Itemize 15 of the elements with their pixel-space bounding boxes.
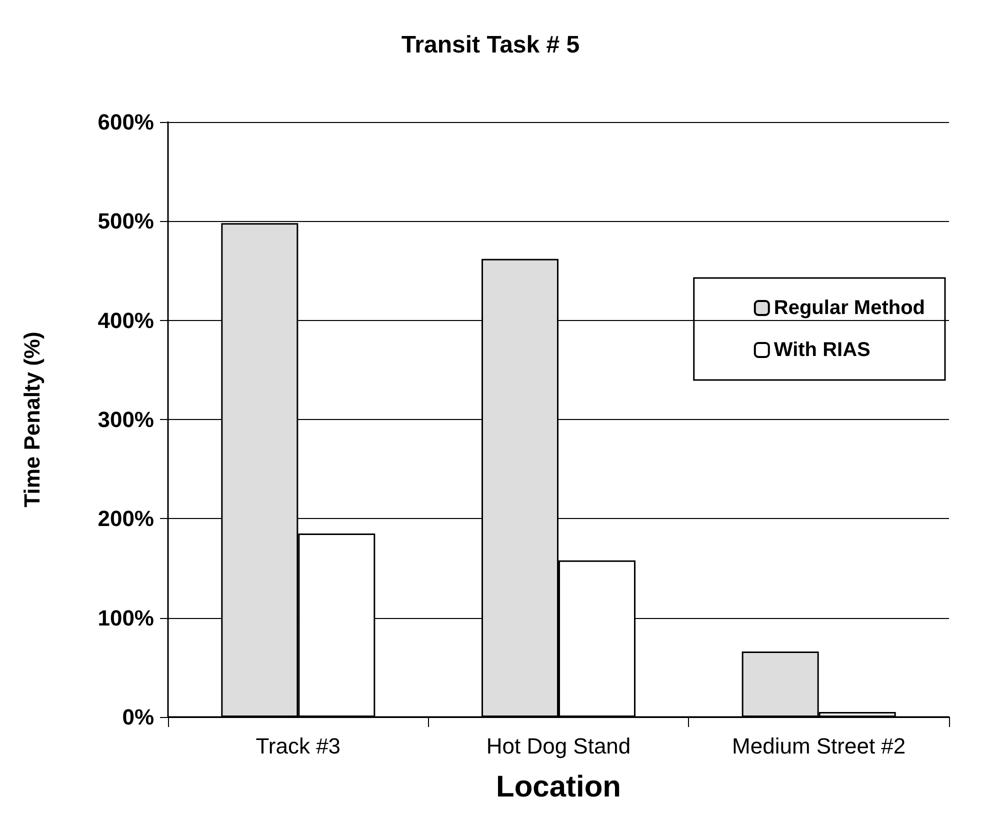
y-tick-label: 500% [98,208,154,234]
x-axis-title: Location [496,770,621,804]
y-tick-label: 600% [98,110,154,134]
y-tick-label: 300% [98,407,154,432]
x-tick-label: Medium Street #2 [732,734,906,758]
y-axis-title: Time Penalty (%) [20,332,44,508]
x-tick-label: Hot Dog Stand [486,734,631,758]
y-tick-label: 400% [98,308,154,333]
legend-label: Regular Method [774,297,926,319]
chart-title: Transit Task # 5 [401,32,580,58]
y-tick-label: 100% [98,605,154,630]
x-tick-label: Track #3 [256,734,341,758]
legend-label: With RIAS [774,339,870,361]
y-tick-label: 0% [122,704,154,730]
y-tick-label: 200% [98,506,154,532]
